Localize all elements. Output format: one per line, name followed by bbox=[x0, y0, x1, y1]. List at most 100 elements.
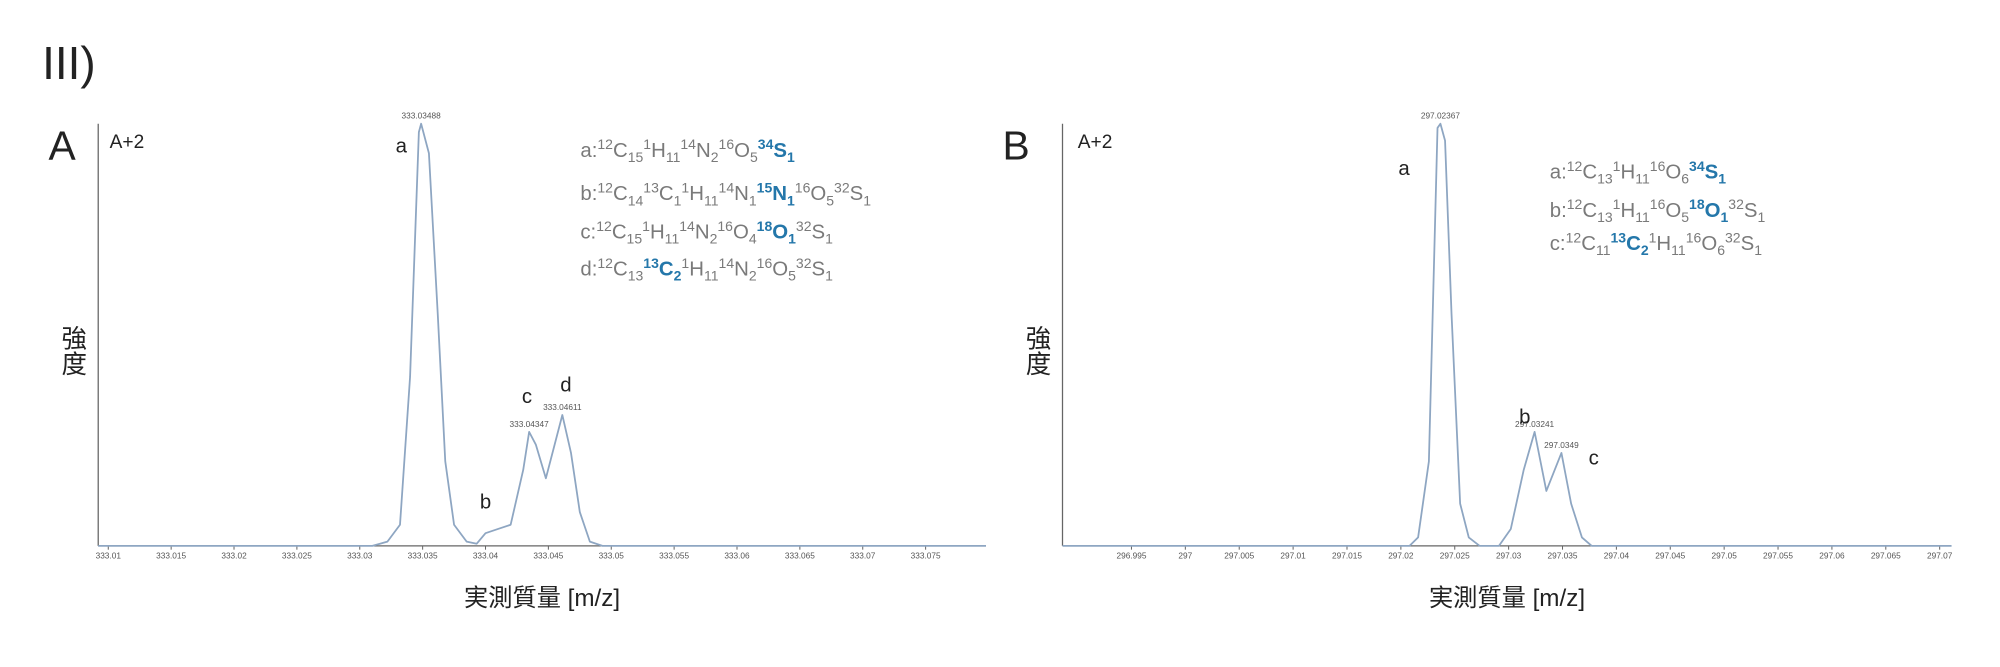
formula-part: O bbox=[734, 140, 750, 162]
formula-part: 5 bbox=[788, 268, 796, 284]
formula-part: 16 bbox=[719, 136, 735, 152]
formula-part: 1 bbox=[1649, 229, 1657, 245]
formula-part: 32 bbox=[796, 255, 812, 271]
formula-part: N bbox=[696, 140, 711, 162]
formula-part: 32 bbox=[834, 180, 850, 196]
peak-value-label: 333.04611 bbox=[543, 402, 582, 412]
formula-part: 13 bbox=[628, 268, 644, 284]
formula-part: 14 bbox=[680, 136, 696, 152]
formula-part: 34 bbox=[1689, 158, 1705, 174]
peak-value-label: 297.03241 bbox=[1515, 419, 1555, 429]
formula-part: 12 bbox=[597, 180, 613, 196]
formula-part: 2 bbox=[674, 268, 682, 284]
formula-part: 1 bbox=[825, 268, 833, 284]
x-tick-label: 333.03 bbox=[347, 551, 373, 561]
peak-letter: b bbox=[1519, 406, 1530, 428]
formula-part: 1 bbox=[1718, 171, 1726, 187]
formula-part: d: bbox=[580, 258, 597, 280]
formula-part: H bbox=[1620, 200, 1635, 222]
formula-part: 5 bbox=[750, 149, 758, 165]
isotope-formula: a:12C151H1114N216O534S1 bbox=[580, 136, 795, 165]
formula-part: 12 bbox=[596, 218, 612, 234]
x-tick-label: 333.035 bbox=[408, 551, 438, 561]
x-tick-label: 297.03 bbox=[1496, 551, 1522, 561]
spectrum-line bbox=[1062, 122, 1952, 547]
formula-part: C bbox=[613, 258, 628, 280]
formula-part: O bbox=[810, 183, 826, 205]
x-axis-label: 実測質量 [m/z] bbox=[1429, 585, 1585, 612]
x-tick-label: 297.05 bbox=[1711, 551, 1737, 561]
formula-part: N bbox=[695, 221, 710, 243]
formula-part: 14 bbox=[719, 255, 735, 271]
formula-part: 11 bbox=[1635, 171, 1650, 187]
formula-part: O bbox=[1665, 200, 1681, 222]
peak-value-label: 333.03488 bbox=[402, 111, 442, 121]
formula-part: C bbox=[1582, 200, 1597, 222]
formula-part: 12 bbox=[597, 136, 613, 152]
isotope-formula: b:12C1413C11H1114N115N116O532S1 bbox=[580, 180, 871, 209]
formula-part: 13 bbox=[643, 255, 659, 271]
formula-part: N bbox=[734, 183, 749, 205]
panel-note: A+2 bbox=[110, 132, 145, 153]
formula-part: 5 bbox=[1681, 209, 1689, 225]
formula-part: b: bbox=[1550, 200, 1567, 222]
x-tick-label: 297.015 bbox=[1332, 551, 1362, 561]
x-tick-label: 333.05 bbox=[599, 551, 625, 561]
formula-part: C bbox=[613, 183, 628, 205]
y-axis-label: 強度 bbox=[58, 325, 87, 376]
formula-part: 1 bbox=[825, 231, 833, 247]
formula-part: 13 bbox=[1597, 171, 1613, 187]
peak-value-label: 297.02367 bbox=[1421, 111, 1461, 121]
panel-letter: B bbox=[1003, 122, 1030, 168]
x-tick-label: 297.06 bbox=[1819, 551, 1845, 561]
formula-part: 2 bbox=[1641, 242, 1649, 258]
formula-part: O bbox=[772, 258, 788, 280]
panel-note: A+2 bbox=[1078, 132, 1113, 153]
formula-part: S bbox=[1741, 233, 1755, 255]
x-tick-label: 297.04 bbox=[1604, 551, 1630, 561]
x-tick-label: 333.06 bbox=[724, 551, 750, 561]
isotope-formula: a:12C131H1116O634S1 bbox=[1550, 158, 1727, 187]
isotope-formula: c:12C1113C21H1116O632S1 bbox=[1550, 229, 1762, 258]
formula-part: 1 bbox=[863, 192, 871, 208]
formula-part: 2 bbox=[711, 149, 719, 165]
panel-letter: A bbox=[48, 122, 76, 168]
x-tick-label: 333.04 bbox=[473, 551, 499, 561]
formula-part: C bbox=[1582, 162, 1597, 184]
formula-part: 1 bbox=[681, 180, 689, 196]
formula-part: C bbox=[659, 258, 674, 280]
x-tick-label: 333.045 bbox=[533, 551, 563, 561]
formula-part: O bbox=[772, 221, 788, 243]
formula-part: 1 bbox=[787, 192, 795, 208]
formula-part: C bbox=[659, 183, 674, 205]
formula-part: 32 bbox=[1728, 196, 1744, 212]
formula-part: 14 bbox=[628, 192, 644, 208]
formula-part: 6 bbox=[1681, 171, 1689, 187]
formula-part: C bbox=[612, 221, 627, 243]
formula-part: 16 bbox=[1686, 229, 1702, 245]
x-tick-label: 297 bbox=[1178, 551, 1192, 561]
isotope-formula: d:12C1313C21H1114N216O532S1 bbox=[580, 255, 833, 284]
formula-part: 1 bbox=[642, 218, 650, 234]
isotope-formula: b:12C131H1116O518O132S1 bbox=[1550, 196, 1766, 225]
formula-part: 1 bbox=[749, 192, 757, 208]
x-tick-label: 333.02 bbox=[221, 551, 247, 561]
x-tick-label: 297.01 bbox=[1280, 551, 1306, 561]
formula-part: 14 bbox=[719, 180, 735, 196]
formula-part: S bbox=[812, 258, 826, 280]
formula-part: c: bbox=[580, 221, 596, 243]
formula-part: c: bbox=[1550, 233, 1566, 255]
formula-part: H bbox=[1620, 162, 1635, 184]
formula-part: 11 bbox=[1635, 209, 1650, 225]
formula-part: 4 bbox=[749, 231, 757, 247]
formula-part: H bbox=[689, 183, 704, 205]
x-tick-label: 297.02 bbox=[1388, 551, 1414, 561]
x-tick-label: 333.07 bbox=[850, 551, 876, 561]
figure-label: III) bbox=[42, 37, 96, 89]
formula-part: H bbox=[650, 221, 665, 243]
formula-part: 16 bbox=[1650, 158, 1666, 174]
x-tick-label: 297.065 bbox=[1871, 551, 1901, 561]
y-axis-label: 強度 bbox=[1022, 325, 1051, 376]
formula-part: 1 bbox=[674, 192, 682, 208]
formula-part: C bbox=[613, 140, 628, 162]
